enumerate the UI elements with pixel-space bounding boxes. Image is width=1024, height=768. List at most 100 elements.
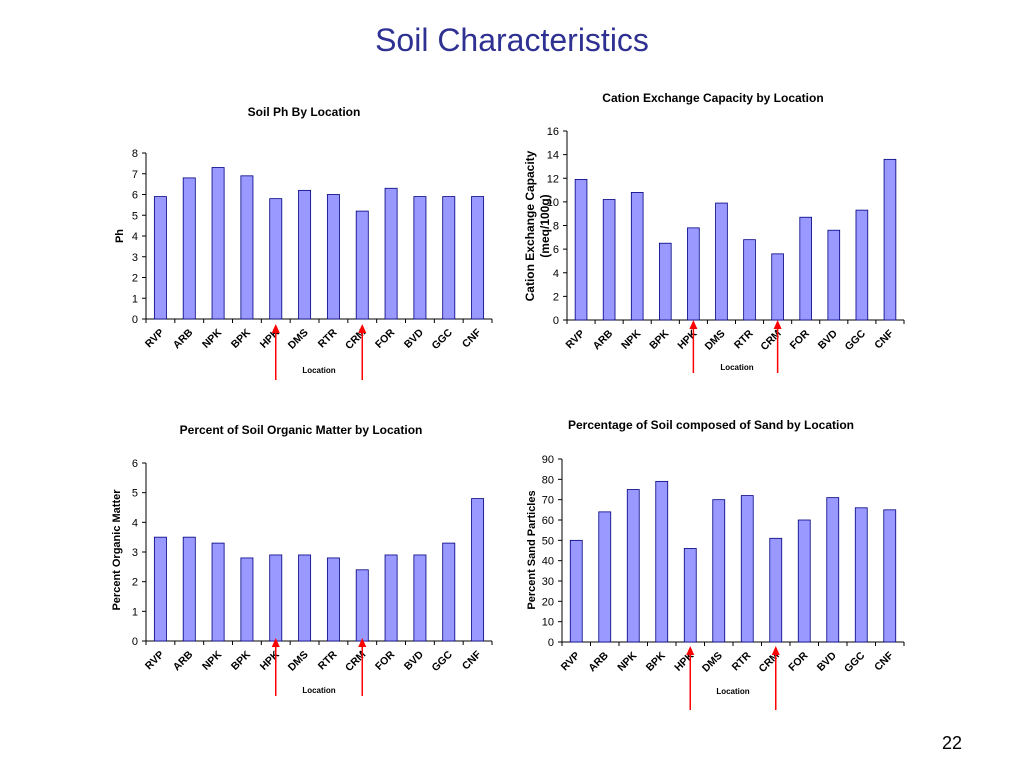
bar-npk [630,192,644,321]
x-axis-label: Location [720,363,753,372]
arrow-crm [771,646,780,710]
y-tick-label: 90 [542,454,554,466]
chart-title: Soil Ph By Location [248,105,361,119]
arrow-hpk [686,646,695,710]
y-tick-label: 2 [553,291,559,303]
bar-cnf [471,498,485,642]
slide-number: 22 [941,733,962,753]
bar-npk [211,167,225,320]
y-axis-label: Percent Organic Matter [111,489,123,611]
bar-rvp [153,196,167,320]
x-tick-label-npk: NPK [615,649,639,673]
bar-dms [712,499,726,643]
x-axis-label: Location [302,366,335,375]
y-tick-label: 0 [132,636,138,648]
x-tick-label-ggc: GGC [842,649,868,675]
bar-hpk [683,548,697,643]
bar-rtr [740,495,754,643]
y-tick-label: 14 [547,150,559,162]
arrow-head [773,320,782,329]
arrow-crm [358,324,367,380]
y-tick-label: 4 [132,517,138,529]
y-axis-label: Percent Sand Particles [526,490,538,609]
arrow-hpk [689,320,698,373]
bar-arb [598,511,612,643]
y-tick-label: 16 [547,126,559,138]
y-tick-label: 20 [542,596,554,608]
bar-rtr [326,194,340,320]
y-axis-label: Cation Exchange Capacity(meq/100g) [523,150,552,301]
y-tick-label: 7 [132,169,138,181]
arrow-hpk [271,324,280,380]
y-tick-label: 3 [132,252,138,264]
bar-bvd [413,196,427,320]
bar-ggc [442,196,456,320]
bar-npk [626,489,640,643]
y-axis-label: Ph [114,229,126,243]
y-tick-label: 70 [542,495,554,507]
y-tick-label: 6 [553,244,559,256]
y-tick-label: 1 [132,293,138,305]
y-tick-label: 8 [132,148,138,160]
arrow-crm [773,320,782,373]
chart-title: Percentage of Soil composed of Sand by L… [568,418,854,432]
bar-ggc [855,209,869,321]
bar-bvd [827,229,841,321]
y-tick-label: 60 [542,515,554,527]
x-tick-label-arb: ARB [586,649,611,674]
y-tick-label: 50 [542,535,554,547]
arrow-head [689,320,698,329]
bar-crm [769,537,783,643]
chart-title: Percent of Soil Organic Matter by Locati… [180,423,423,437]
y-tick-label: 6 [132,458,138,470]
y-tick-label: 10 [547,197,559,209]
bar-rvp [574,179,588,321]
y-tick-label: 10 [542,617,554,629]
slide-title: Soil Characteristics [375,22,649,58]
x-tick-label-bvd: BVD [815,649,839,673]
x-axis-label: Location [302,686,335,695]
arrow-head [771,646,780,655]
bar-ggc [854,507,868,643]
x-tick-label-rtr: RTR [730,649,754,673]
x-axis-label: Location [716,687,749,696]
y-tick-label: 5 [132,488,138,500]
bar-rvp [569,539,583,643]
arrow-head [358,324,367,333]
bar-arb [182,177,196,320]
y-tick-label: 40 [542,556,554,568]
x-tick-label-cnf: CNF [872,649,896,673]
y-tick-label: 1 [132,606,138,618]
y-tick-label: 4 [553,268,559,280]
bar-arb [182,536,196,642]
y-tick-label: 2 [132,577,138,589]
bar-cnf [883,158,897,321]
y-tick-label: 6 [132,190,138,202]
x-tick-label-dms: DMS [700,650,725,675]
x-tick-label-bpk: BPK [644,649,668,673]
y-tick-label: 4 [132,231,138,243]
y-tick-label: 0 [548,637,554,649]
bar-bpk [240,557,254,642]
bar-for [384,554,398,642]
bar-rtr [326,557,340,642]
bar-dms [298,554,312,642]
bar-arb [602,199,616,321]
bar-npk [211,542,225,642]
arrow-crm [358,638,367,696]
bar-for [799,216,813,321]
bar-bpk [655,480,669,643]
y-tick-label: 2 [132,273,138,285]
chart-title: Cation Exchange Capacity by Location [602,91,823,105]
y-tick-label: 0 [132,314,138,326]
bar-rtr [743,239,756,321]
y-tick-label: 30 [542,576,554,588]
y-tick-label: 3 [132,547,138,559]
y-tick-label: 80 [542,474,554,486]
x-tick-label-rvp: RVP [559,650,583,674]
bar-bpk [240,175,254,320]
bar-cnf [883,509,897,643]
